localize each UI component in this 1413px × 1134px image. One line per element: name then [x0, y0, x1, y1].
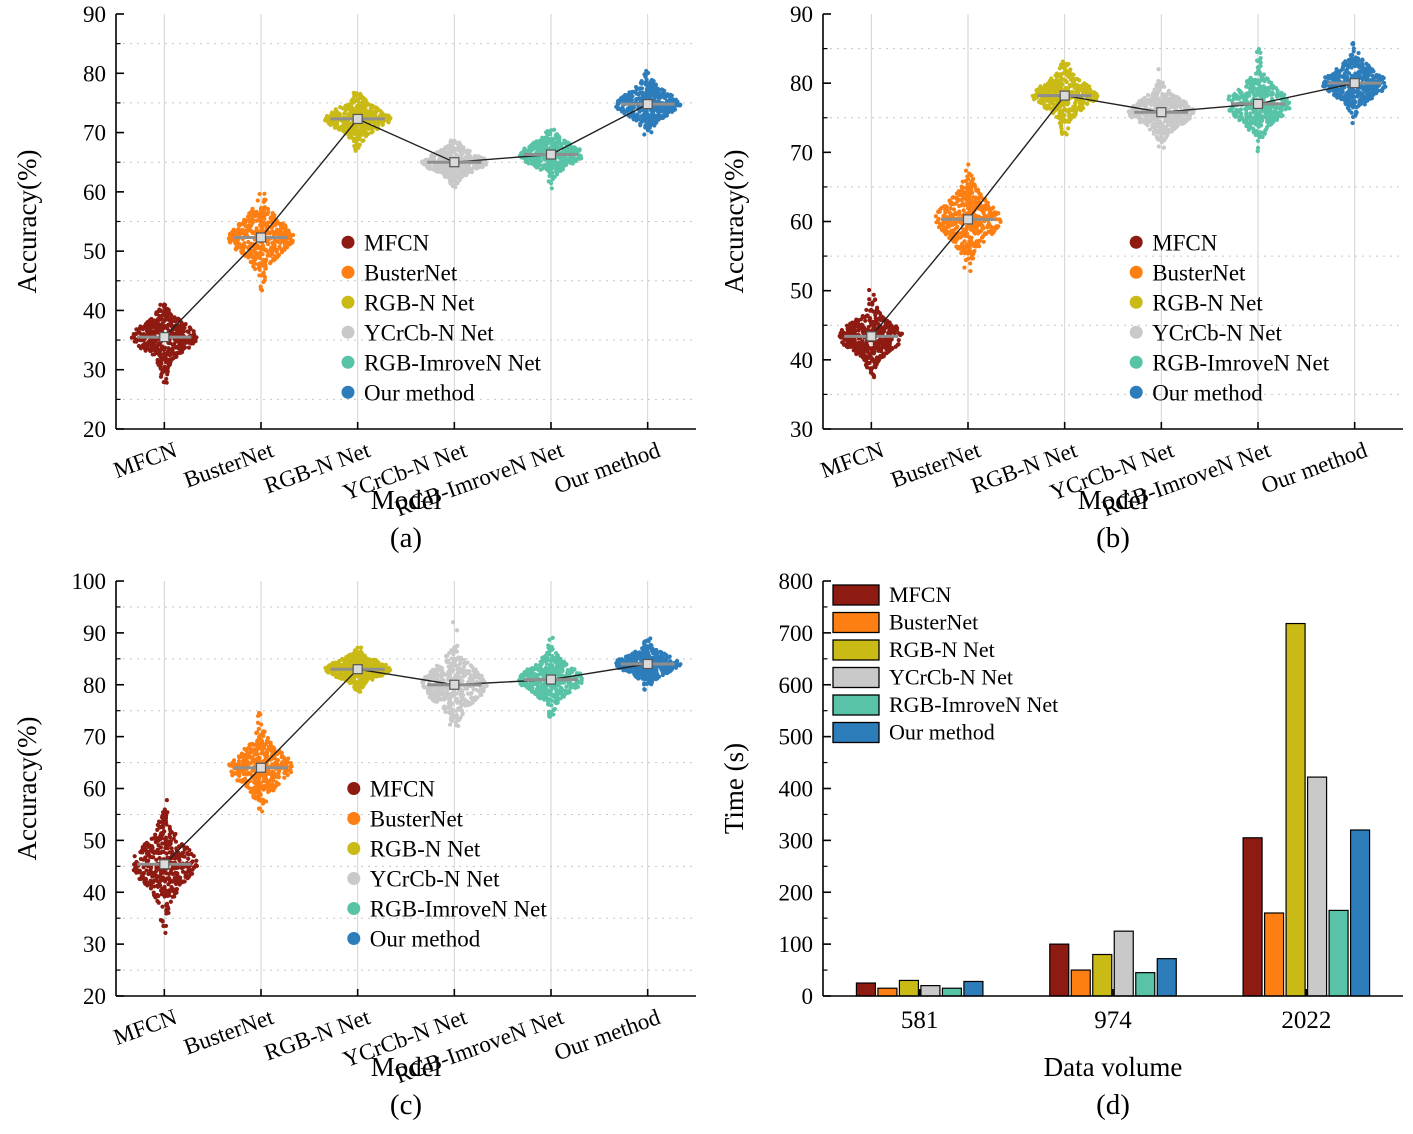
svg-text:(b): (b) — [1096, 522, 1130, 554]
svg-text:Our method: Our method — [551, 437, 664, 498]
svg-text:70: 70 — [790, 140, 813, 165]
svg-text:90: 90 — [83, 2, 106, 27]
svg-text:30: 30 — [83, 358, 106, 383]
subplot-d-time-bar-chart: 0 100 200 300 400 500 600 700 800 Data volume (d) T… — [707, 567, 1413, 1134]
svg-text:BusterNet: BusterNet — [181, 437, 278, 493]
svg-text:Our method: Our method — [364, 380, 475, 405]
svg-text:Model: Model — [1078, 485, 1149, 515]
svg-text:20: 20 — [83, 417, 106, 442]
subplot-b-accuracy-scatter: 30 40 50 60 70 80 90 Model (b) Accuracy(%) MFCN Bus… — [707, 0, 1413, 567]
svg-text:80: 80 — [790, 71, 813, 96]
svg-text:RGB-ImroveN Net: RGB-ImroveN Net — [1152, 350, 1330, 375]
svg-text:60: 60 — [83, 180, 106, 205]
svg-text:MFCN: MFCN — [110, 437, 180, 483]
svg-text:50: 50 — [790, 279, 813, 304]
svg-text:50: 50 — [83, 239, 106, 264]
svg-text:30: 30 — [790, 417, 813, 442]
svg-text:40: 40 — [83, 298, 106, 323]
subplot-a-accuracy-scatter: 20 30 40 50 60 70 80 90 Model (a) Accuracy(%) MFCN B… — [0, 0, 706, 567]
svg-text:40: 40 — [790, 348, 813, 373]
svg-text:BusterNet: BusterNet — [888, 437, 985, 493]
svg-text:90: 90 — [790, 2, 813, 27]
svg-text:MFCN: MFCN — [1152, 230, 1218, 255]
svg-text:80: 80 — [83, 61, 106, 86]
svg-text:MFCN: MFCN — [817, 437, 887, 483]
svg-text:RGB-N Net: RGB-N Net — [1152, 290, 1263, 315]
svg-text:Model: Model — [371, 485, 442, 515]
svg-text:Our method: Our method — [1152, 380, 1263, 405]
svg-text:MFCN: MFCN — [364, 230, 430, 255]
svg-text:BusterNet: BusterNet — [364, 260, 458, 285]
subplot-c-plot: 2030405060708090100Model(c)Accuracy(%)MF… — [12, 569, 696, 1121]
svg-text:YCrCb-N Net: YCrCb-N Net — [364, 320, 494, 345]
svg-text:RGB-ImroveN Net: RGB-ImroveN Net — [364, 350, 542, 375]
svg-text:RGB-N Net: RGB-N Net — [364, 290, 475, 315]
svg-text:Accuracy(%): Accuracy(%) — [719, 150, 749, 294]
subplot-c-accuracy-scatter: 20 30 40 50 60 70 80 90 100 Model (c) Accuracy(%) MF… — [0, 567, 706, 1134]
svg-text:(a): (a) — [390, 522, 422, 554]
svg-text:70: 70 — [83, 121, 106, 146]
svg-text:60: 60 — [790, 210, 813, 235]
svg-text:BusterNet: BusterNet — [1152, 260, 1246, 285]
svg-text:Our method: Our method — [1258, 437, 1371, 498]
svg-text:Accuracy(%): Accuracy(%) — [12, 150, 42, 294]
svg-text:YCrCb-N Net: YCrCb-N Net — [1152, 320, 1282, 345]
